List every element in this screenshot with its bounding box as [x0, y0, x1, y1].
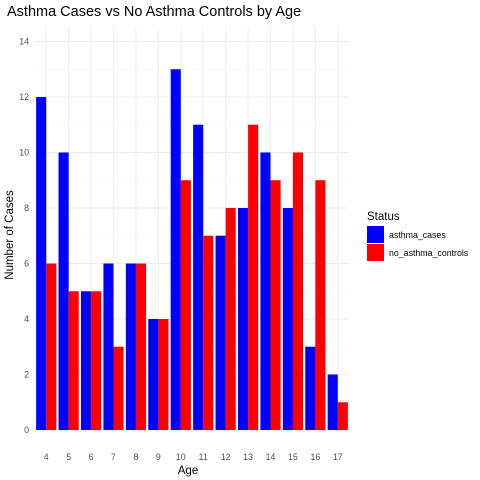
- x-tick-label: 12: [221, 452, 231, 462]
- bar-no-asthma-controls-5: [69, 291, 79, 430]
- y-tick-label: 8: [24, 203, 29, 213]
- x-tick-label: 5: [66, 452, 71, 462]
- bar-asthma-cases-14: [260, 153, 270, 431]
- bar-no-asthma-controls-12: [226, 208, 236, 430]
- bar-no-asthma-controls-6: [91, 291, 101, 430]
- legend-title: Status: [367, 211, 400, 223]
- bar-no-asthma-controls-9: [158, 319, 168, 430]
- bar-asthma-cases-6: [81, 291, 91, 430]
- bar-no-asthma-controls-14: [271, 180, 281, 430]
- y-tick-label: 14: [19, 37, 29, 47]
- bar-asthma-cases-8: [126, 264, 136, 431]
- legend-label-asthma-cases: asthma_cases: [389, 230, 446, 240]
- x-axis-title: Age: [178, 465, 198, 477]
- bar-no-asthma-controls-17: [338, 402, 348, 430]
- bar-no-asthma-controls-10: [181, 180, 191, 430]
- y-tick-label: 6: [24, 259, 29, 269]
- bar-no-asthma-controls-8: [136, 264, 146, 431]
- x-tick-label: 9: [156, 452, 161, 462]
- x-tick-label: 6: [89, 452, 94, 462]
- y-tick-label: 0: [24, 425, 29, 435]
- bar-asthma-cases-13: [238, 208, 248, 430]
- bar-asthma-cases-17: [328, 375, 338, 431]
- y-axis-title: Number of Cases: [4, 190, 16, 280]
- bar-no-asthma-controls-11: [203, 236, 213, 430]
- x-tick-label: 11: [199, 452, 208, 462]
- bar-no-asthma-controls-4: [46, 264, 56, 431]
- bar-asthma-cases-7: [103, 264, 113, 431]
- bar-no-asthma-controls-7: [114, 347, 124, 430]
- x-tick-label: 4: [44, 452, 49, 462]
- y-tick-label: 10: [19, 148, 29, 158]
- x-tick-label: 14: [266, 452, 276, 462]
- x-tick-label: 15: [288, 452, 298, 462]
- legend-label-no-asthma-controls: no_asthma_controls: [389, 248, 469, 258]
- bar-asthma-cases-5: [59, 153, 69, 431]
- bar-no-asthma-controls-13: [248, 125, 258, 430]
- x-tick-label: 17: [333, 452, 343, 462]
- bar-asthma-cases-4: [36, 97, 46, 430]
- y-tick-label: 4: [24, 314, 29, 324]
- legend: Status asthma_cases no_asthma_controls: [367, 211, 469, 261]
- bar-no-asthma-controls-15: [293, 153, 303, 431]
- bar-asthma-cases-16: [305, 347, 315, 430]
- bars: [36, 69, 348, 430]
- legend-swatch-asthma-cases: [367, 226, 384, 243]
- y-axis-ticks: 0 2 4 6 8 10 12 14: [19, 37, 29, 436]
- legend-swatch-no-asthma-controls: [367, 244, 384, 261]
- x-tick-label: 8: [133, 452, 138, 462]
- chart-title: Asthma Cases vs No Asthma Controls by Ag…: [7, 4, 301, 20]
- bar-asthma-cases-10: [171, 69, 181, 430]
- bar-no-asthma-controls-16: [315, 180, 325, 430]
- x-tick-label: 13: [243, 452, 253, 462]
- x-tick-label: 10: [176, 452, 186, 462]
- bar-asthma-cases-15: [283, 208, 293, 430]
- x-axis-ticks: 4 5 6 7 8 9 10 11 12 13 14 15 16 17: [44, 452, 343, 462]
- y-tick-label: 2: [24, 370, 29, 380]
- bar-asthma-cases-12: [216, 236, 226, 430]
- x-tick-label: 16: [310, 452, 320, 462]
- y-tick-label: 12: [19, 92, 29, 102]
- bar-asthma-cases-9: [148, 319, 158, 430]
- x-tick-label: 7: [111, 452, 116, 462]
- bar-asthma-cases-11: [193, 125, 203, 430]
